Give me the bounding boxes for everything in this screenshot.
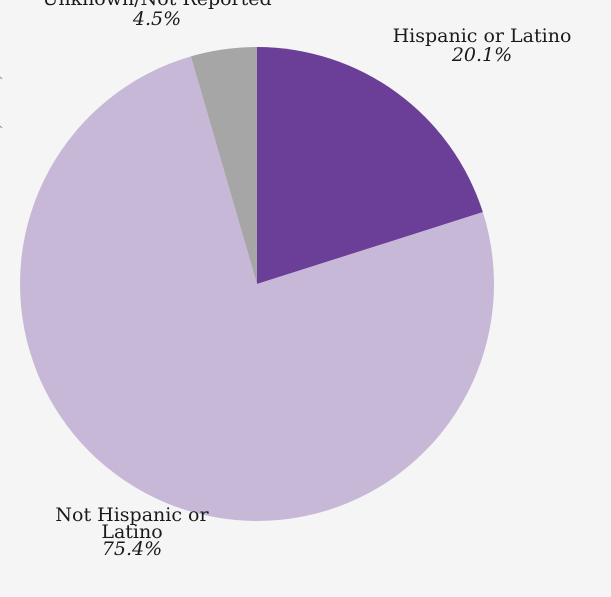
slice-label-value: 75.4%	[102, 538, 162, 560]
slice-label-name: Unknown/Not Reported	[42, 0, 271, 10]
slice-label-name: Latino	[101, 521, 162, 543]
pie-slice	[20, 56, 495, 521]
pie-slices	[20, 47, 495, 521]
pie-slice	[257, 47, 483, 284]
edge-tick-marks	[0, 76, 3, 129]
tick-mark	[0, 76, 3, 80]
slice-label-value: 4.5%	[132, 8, 181, 30]
slice-label-name: Not Hispanic or	[55, 504, 209, 526]
pie-slice	[190, 47, 257, 284]
slice-label-name: Hispanic or Latino	[393, 25, 572, 47]
tick-mark	[0, 125, 3, 129]
slice-label-value: 20.1%	[451, 44, 512, 66]
